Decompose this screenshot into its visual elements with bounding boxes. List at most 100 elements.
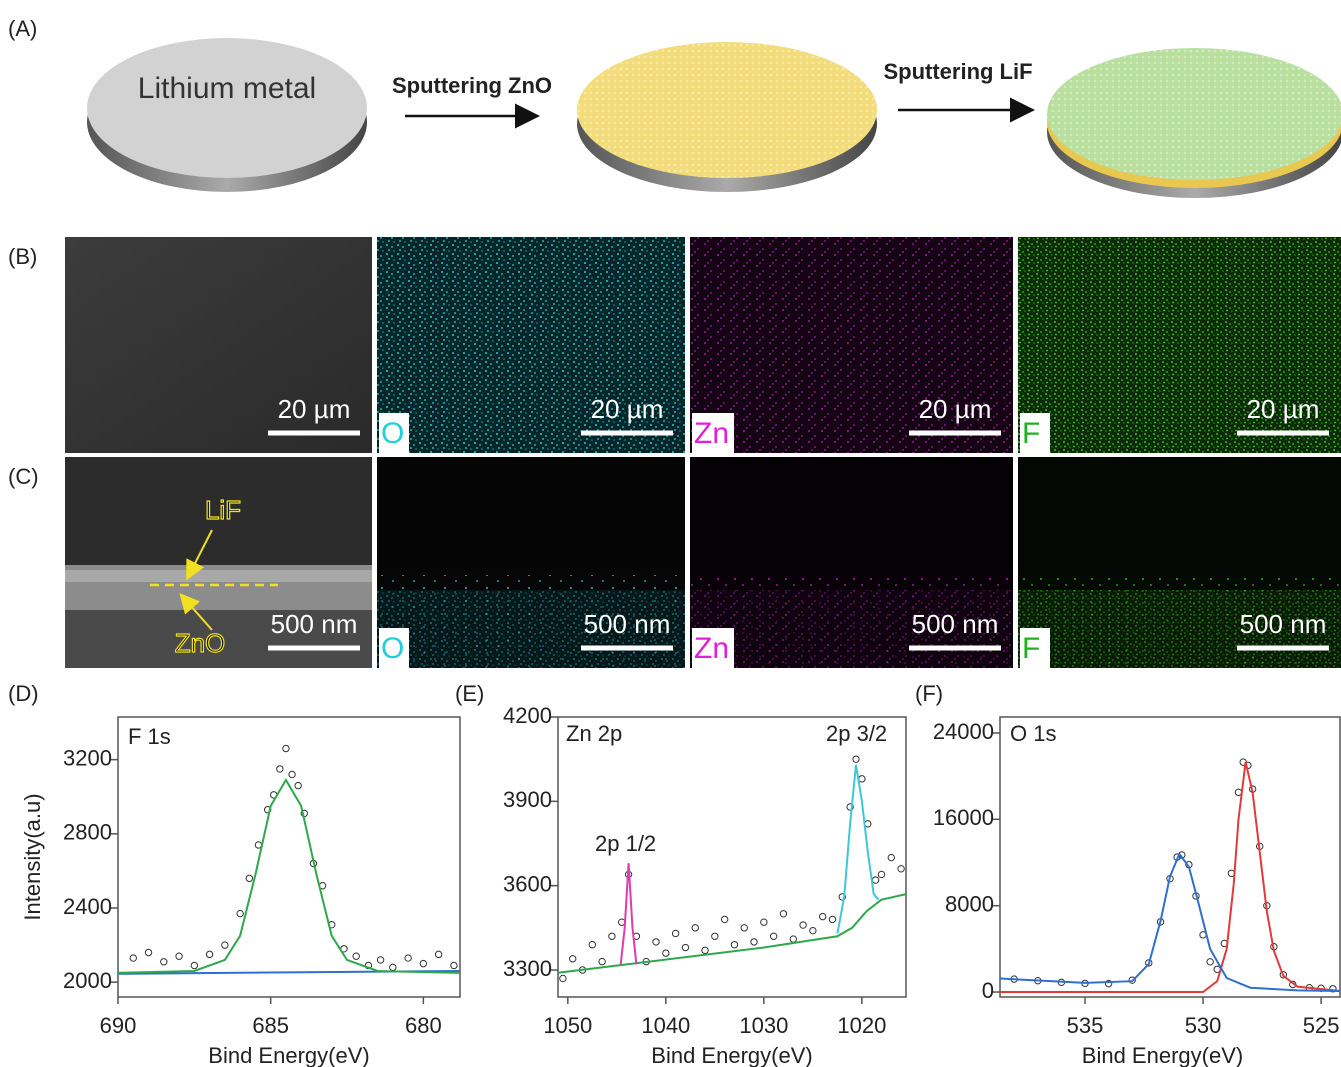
- fit-line: [118, 780, 460, 973]
- data-point: [780, 911, 786, 917]
- y-tick-label: 3200: [63, 745, 112, 770]
- x-axis-label: Bind Energy(eV): [651, 1043, 812, 1067]
- data-point: [761, 919, 767, 925]
- panel-label: (D): [8, 681, 39, 706]
- y-tick-label: 3600: [503, 871, 552, 896]
- scale-bar-label: 20 µm: [919, 394, 992, 424]
- panel-label: (C): [8, 464, 39, 489]
- data-point: [176, 953, 182, 959]
- element-label: O: [381, 417, 404, 450]
- x-tick-label: 1030: [739, 1013, 788, 1038]
- data-point: [289, 771, 295, 777]
- data-point: [692, 925, 698, 931]
- data-point: [731, 942, 737, 948]
- scale-bar-label: 20 µm: [591, 394, 664, 424]
- data-point: [435, 951, 441, 957]
- data-point: [829, 916, 835, 922]
- annotation: 2p 3/2: [826, 721, 887, 746]
- fit-line: [837, 765, 878, 934]
- data-point: [609, 933, 615, 939]
- data-point: [810, 927, 816, 933]
- data-point: [295, 782, 301, 788]
- plot-frame: [558, 717, 906, 997]
- x-tick-label: 1050: [543, 1013, 592, 1038]
- x-axis-label: Bind Energy(eV): [208, 1043, 369, 1067]
- plot-frame: [1000, 717, 1340, 997]
- scale-bar-label: 500 nm: [912, 609, 999, 639]
- step-label: Sputtering ZnO: [392, 73, 552, 98]
- data-point: [712, 933, 718, 939]
- data-point: [191, 962, 197, 968]
- disc-zno: [577, 42, 877, 192]
- data-point: [161, 959, 167, 965]
- data-point: [853, 756, 859, 762]
- annotation: O 1s: [1010, 721, 1056, 746]
- y-tick-label: 8000: [945, 891, 994, 916]
- element-label: F: [1022, 632, 1040, 665]
- y-tick-label: 3300: [503, 956, 552, 981]
- data-point: [599, 958, 605, 964]
- y-tick-label: 2800: [63, 820, 112, 845]
- scale-bar-label: 20 µm: [278, 394, 351, 424]
- scale-bar-label: 20 µm: [1247, 394, 1320, 424]
- data-point: [237, 910, 243, 916]
- scale-bar-label: 500 nm: [584, 609, 671, 639]
- y-tick-label: 3900: [503, 787, 552, 812]
- x-axis-label: Bind Energy(eV): [1082, 1043, 1243, 1067]
- data-point: [859, 776, 865, 782]
- fit-line: [621, 863, 637, 964]
- x-tick-label: 685: [252, 1013, 289, 1038]
- fit-line: [1000, 854, 1340, 991]
- data-point: [246, 875, 252, 881]
- data-point: [283, 745, 289, 751]
- x-tick-label: 1020: [837, 1013, 886, 1038]
- scale-bar-label: 500 nm: [271, 609, 358, 639]
- data-point: [721, 916, 727, 922]
- data-point: [819, 913, 825, 919]
- annotation: 2p 1/2: [595, 831, 656, 856]
- data-point: [377, 957, 383, 963]
- y-tick-label: 4200: [503, 703, 552, 728]
- data-point: [1207, 959, 1213, 965]
- data-point: [405, 955, 411, 961]
- data-point: [790, 936, 796, 942]
- disc-lithium: [87, 38, 367, 192]
- data-point: [770, 933, 776, 939]
- data-point: [390, 964, 396, 970]
- element-label: Zn: [694, 632, 729, 665]
- panel-label: (F): [915, 681, 943, 706]
- data-point: [130, 955, 136, 961]
- element-label: Zn: [694, 417, 729, 450]
- data-point: [353, 953, 359, 959]
- y-axis-label: Intensity(a.u): [20, 793, 45, 920]
- layer-label: LiF: [205, 495, 241, 525]
- data-point: [653, 939, 659, 945]
- step-label: Sputtering LiF: [883, 59, 1032, 84]
- annotation: Zn 2p: [566, 721, 622, 746]
- scale-bar-label: 500 nm: [1240, 609, 1327, 639]
- y-tick-label: 16000: [933, 805, 994, 830]
- data-point: [589, 942, 595, 948]
- data-point: [872, 877, 878, 883]
- y-tick-label: 2000: [63, 968, 112, 993]
- disc-label: Lithium metal: [138, 72, 316, 105]
- data-point: [206, 951, 212, 957]
- data-point: [878, 871, 884, 877]
- x-tick-label: 680: [405, 1013, 442, 1038]
- data-point: [741, 925, 747, 931]
- y-tick-label: 0: [982, 978, 994, 1003]
- data-point: [560, 975, 566, 981]
- data-point: [682, 944, 688, 950]
- data-point: [222, 942, 228, 948]
- x-tick-label: 1040: [641, 1013, 690, 1038]
- data-point: [751, 939, 757, 945]
- data-point: [145, 949, 151, 955]
- data-point: [702, 947, 708, 953]
- disc-lif: [1047, 48, 1341, 198]
- y-tick-label: 24000: [933, 719, 994, 744]
- y-tick-label: 2400: [63, 894, 112, 919]
- x-tick-label: 690: [100, 1013, 137, 1038]
- figure: (A) Lithium metal Sputtering ZnO Sputter…: [0, 0, 1341, 1067]
- x-tick-label: 535: [1067, 1013, 1104, 1038]
- x-tick-label: 530: [1185, 1013, 1222, 1038]
